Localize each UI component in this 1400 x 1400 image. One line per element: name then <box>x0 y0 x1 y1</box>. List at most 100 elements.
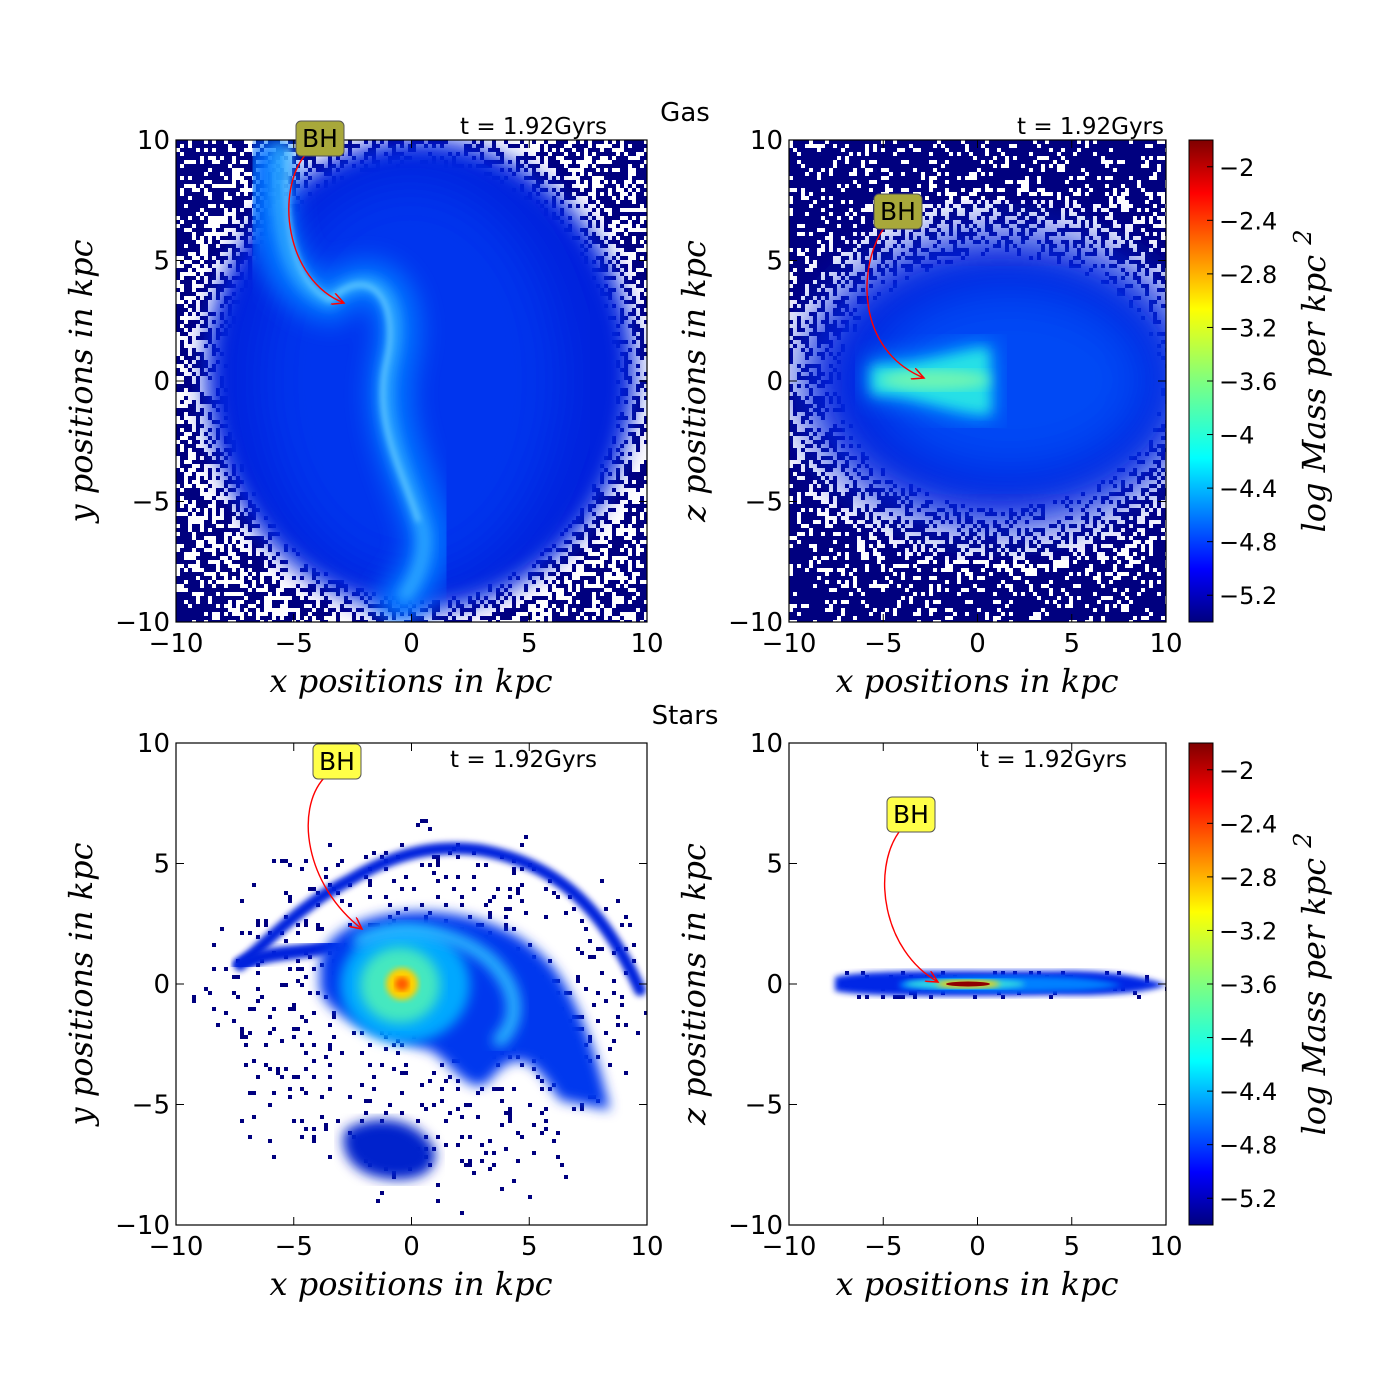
noise-cell <box>869 244 873 248</box>
noise-cell <box>568 196 572 200</box>
noise-cell <box>184 468 188 472</box>
noise-cell <box>204 596 208 600</box>
noise-cell <box>1157 148 1161 152</box>
noise-cell <box>620 164 624 168</box>
noise-cell <box>841 144 845 148</box>
noise-cell <box>1113 200 1117 204</box>
noise-cell <box>837 236 841 240</box>
noise-cell <box>905 148 909 152</box>
noise-cell <box>588 532 592 536</box>
noise-cell <box>861 140 865 144</box>
noise-cell <box>544 616 548 620</box>
noise-cell <box>180 232 184 236</box>
noise-cell <box>909 168 913 172</box>
noise-cell <box>192 348 196 352</box>
noise-cell <box>232 224 236 228</box>
noise-cell <box>901 140 905 144</box>
noise-cell <box>224 200 228 204</box>
noise-cell <box>801 236 805 240</box>
noise-cell <box>969 196 973 200</box>
noise-cell <box>252 556 256 560</box>
noise-cell <box>1097 196 1101 200</box>
noise-cell <box>628 200 632 204</box>
noise-cell <box>881 184 885 188</box>
noise-cell <box>1073 172 1077 176</box>
noise-cell <box>216 528 220 532</box>
noise-cell <box>1021 144 1025 148</box>
noise-cell <box>184 196 188 200</box>
noise-cell <box>917 236 921 240</box>
noise-cell <box>953 168 957 172</box>
noise-cell <box>236 540 240 544</box>
noise-cell <box>188 224 192 228</box>
noise-cell <box>216 520 220 524</box>
noise-cell <box>905 156 909 160</box>
noise-cell <box>837 228 841 232</box>
noise-cell <box>1097 160 1101 164</box>
noise-cell <box>1097 164 1101 168</box>
noise-cell <box>1065 164 1069 168</box>
noise-cell <box>833 140 837 144</box>
noise-cell <box>813 240 817 244</box>
noise-cell <box>632 548 636 552</box>
noise-cell <box>560 572 564 576</box>
noise-cell <box>596 220 600 224</box>
noise-cell <box>644 572 647 576</box>
noise-cell <box>1053 180 1057 184</box>
noise-cell <box>196 260 200 264</box>
noise-cell <box>596 604 600 608</box>
noise-cell <box>957 164 961 168</box>
noise-cell <box>933 156 937 160</box>
noise-cell <box>809 208 813 212</box>
noise-cell <box>909 176 913 180</box>
noise-cell <box>941 168 945 172</box>
noise-cell <box>1061 188 1065 192</box>
noise-cell <box>284 620 288 622</box>
noise-cell <box>640 328 644 332</box>
noise-cell <box>188 572 192 576</box>
noise-cell <box>620 264 624 268</box>
noise-cell <box>825 256 829 260</box>
noise-cell <box>636 616 640 620</box>
noise-cell <box>1049 152 1053 156</box>
noise-cell <box>865 184 869 188</box>
noise-cell <box>180 308 184 312</box>
noise-cell <box>212 208 216 212</box>
noise-cell <box>624 204 628 208</box>
noise-cell <box>568 576 572 580</box>
noise-cell <box>1017 144 1021 148</box>
noise-cell <box>821 140 825 144</box>
noise-cell <box>200 396 204 400</box>
noise-cell <box>216 176 220 180</box>
noise-cell <box>825 196 829 200</box>
noise-cell <box>640 484 644 488</box>
noise-cell <box>188 240 192 244</box>
noise-cell <box>204 240 208 244</box>
noise-cell <box>228 508 232 512</box>
noise-cell <box>1057 204 1061 208</box>
noise-cell <box>244 168 248 172</box>
noise-cell <box>1137 168 1141 172</box>
noise-cell <box>200 264 204 268</box>
noise-cell <box>596 568 600 572</box>
noise-cell <box>861 204 865 208</box>
noise-cell <box>560 608 564 612</box>
noise-cell <box>1133 160 1137 164</box>
noise-cell <box>801 220 805 224</box>
noise-cell <box>628 152 632 156</box>
noise-cell <box>865 232 869 236</box>
noise-cell <box>925 156 929 160</box>
noise-cell <box>1121 172 1125 176</box>
noise-cell <box>801 228 805 232</box>
noise-cell <box>865 224 869 228</box>
noise-cell <box>208 208 212 212</box>
noise-cell <box>596 156 600 160</box>
noise-cell <box>1005 168 1009 172</box>
noise-cell <box>1001 168 1005 172</box>
noise-cell <box>188 544 192 548</box>
noise-cell <box>949 232 953 236</box>
noise-cell <box>885 148 889 152</box>
noise-cell <box>821 152 825 156</box>
noise-cell <box>504 608 508 612</box>
noise-cell <box>1065 148 1069 152</box>
